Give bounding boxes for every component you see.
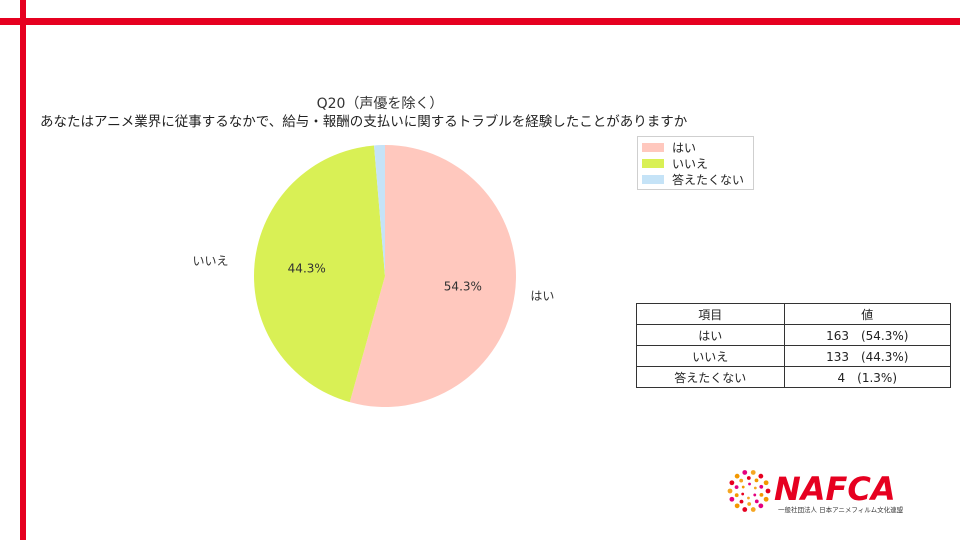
table-cell-item: はい <box>636 324 785 346</box>
logo-dot <box>748 482 751 486</box>
logo-dot <box>729 496 735 502</box>
logo-dot <box>747 502 752 506</box>
table-header: 値 <box>783 303 952 325</box>
legend: はい いいえ 答えたくない <box>637 136 754 190</box>
logo-dot <box>754 478 759 483</box>
logo-dot <box>729 480 735 486</box>
logo-dot <box>759 492 764 497</box>
legend-item-yes: はい <box>642 139 749 155</box>
logo-dot <box>750 470 756 475</box>
logo-dot <box>759 484 764 489</box>
legend-label: 答えたくない <box>672 172 745 187</box>
logo-dot <box>734 493 739 498</box>
pie-slice-no-answer <box>374 145 385 276</box>
logo-dot <box>763 480 769 486</box>
pie-slice-yes <box>349 145 516 407</box>
table-cell-item: 答えたくない <box>636 366 785 388</box>
table-cell-value: 133 (44.3%) <box>783 345 952 367</box>
logo-dot <box>750 507 756 512</box>
table-cell-item: いいえ <box>636 345 785 367</box>
legend-label: はい <box>672 140 697 155</box>
logo-dot <box>741 485 745 489</box>
logo-dot <box>734 503 740 509</box>
legend-label: いいえ <box>672 156 709 171</box>
legend-item-no-answer: 答えたくない <box>642 171 749 187</box>
table-row: いいえ 133 (44.3%) <box>636 345 952 367</box>
logo-dot <box>734 485 739 490</box>
values-table: 項目 値 はい 163 (54.3%) いいえ 133 (44.3%) 答えたく… <box>636 303 952 388</box>
table-cell-value: 163 (54.3%) <box>783 324 952 346</box>
pie-percent-label: 54.3% <box>444 280 482 294</box>
legend-swatch <box>642 174 664 184</box>
table-row: はい 163 (54.3%) <box>636 324 952 346</box>
logo-dots-icon <box>727 470 771 512</box>
pie-category-label: はい <box>530 289 554 303</box>
logo-dot <box>753 493 757 497</box>
pie-percent-label: 44.3% <box>288 262 326 276</box>
chart-title-text: Q20（声優を除く） <box>316 96 444 112</box>
left-accent-bar <box>20 0 26 540</box>
table-header: 項目 <box>636 303 785 325</box>
pie-category-label: いいえ <box>192 254 228 268</box>
legend-swatch <box>642 158 664 168</box>
logo-dot <box>747 496 750 500</box>
logo-dot <box>741 492 745 496</box>
logo-subtitle: 一般社団法人 日本アニメフィルム文化連盟 <box>778 506 904 514</box>
table-header-row: 項目 値 <box>636 303 952 325</box>
nafca-logo: NAFCA 一般社団法人 日本アニメフィルム文化連盟 <box>726 468 926 514</box>
logo-dot <box>742 507 748 512</box>
logo-dot <box>739 499 744 504</box>
chart-title: Q20（声優を除く） <box>0 95 760 113</box>
legend-swatch <box>642 142 664 152</box>
logo-dot <box>753 486 757 490</box>
top-accent-bar <box>0 18 960 25</box>
logo-dot <box>734 473 740 479</box>
chart-subtitle: あなたはアニメ業界に従事するなかで、給与・報酬の支払いに関するトラブルを経験した… <box>40 114 688 130</box>
pie-slice-no <box>253 145 385 403</box>
logo-wordmark: NAFCA <box>774 470 896 508</box>
logo-dot <box>758 503 764 509</box>
logo-dot <box>742 470 748 475</box>
table-row: 答えたくない 4 (1.3%) <box>636 366 952 388</box>
legend-item-no: いいえ <box>642 155 749 171</box>
table-cell-value: 4 (1.3%) <box>783 366 952 388</box>
logo-dot <box>758 473 764 479</box>
logo-dot <box>763 496 769 502</box>
logo-dot <box>765 488 771 494</box>
logo-dot <box>727 488 733 494</box>
logo-dot <box>754 499 759 504</box>
logo-dot <box>739 478 744 483</box>
logo-dot <box>746 476 751 480</box>
